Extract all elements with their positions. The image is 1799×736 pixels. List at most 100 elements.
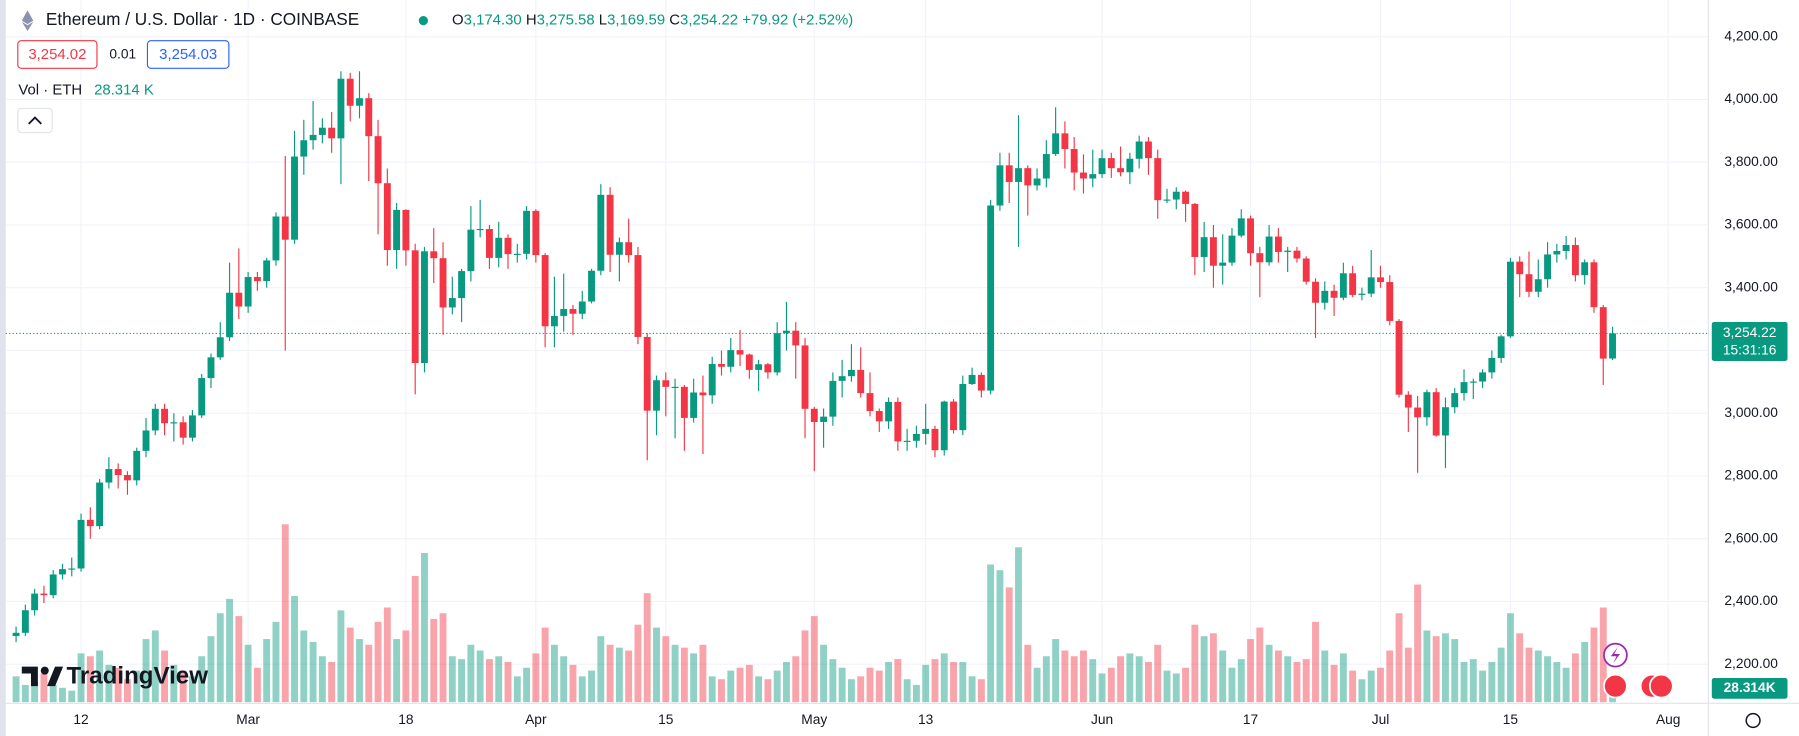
ask-price[interactable]: 3,254.03 (159, 47, 217, 63)
candle-body (1200, 237, 1208, 257)
candle-body (1469, 381, 1477, 383)
candle-body (1488, 357, 1496, 373)
volume-bar (96, 650, 104, 703)
symbol-title[interactable]: Ethereum / U.S. Dollar · 1D · COINBASE (46, 9, 359, 29)
candle-body (161, 408, 169, 424)
volume-bar (875, 670, 883, 703)
volume-bar (1145, 661, 1152, 703)
volume-bar (1191, 624, 1199, 703)
ohlc-legend: O3,174.30 H3,275.58 L3,169.59 C3,254.22 … (452, 13, 853, 29)
candle-body (1042, 154, 1050, 179)
candle-body (1339, 273, 1347, 298)
candle-body (634, 255, 642, 337)
candle-body (263, 260, 271, 282)
candle-body (1024, 168, 1032, 186)
candle-body (1377, 277, 1384, 283)
candle-body (1209, 237, 1217, 266)
countdown: 15:31:16 (1723, 342, 1777, 357)
candle-body (253, 277, 261, 282)
overlay: 2,200.00 2,400.00 2,600.00 2,800.00 3,000.00… (5, 28, 1788, 727)
candle-body (1571, 245, 1579, 276)
candle-body (977, 374, 985, 391)
candle-body (550, 315, 558, 327)
sell-button[interactable] (17, 40, 98, 69)
settings-icon[interactable] (1745, 712, 1761, 729)
buy-button[interactable] (146, 40, 230, 69)
volume-bar (1460, 661, 1468, 703)
candle-body (653, 380, 660, 411)
candle-body (328, 127, 336, 139)
volume-bar (458, 659, 466, 703)
volume-bar (12, 676, 20, 703)
volume-bar (1182, 667, 1190, 703)
volume-legend-value: 28.314 K (94, 83, 154, 99)
volume-bar (1005, 587, 1013, 703)
candle-body (1228, 235, 1236, 263)
volume-bar (49, 684, 57, 703)
volume-bar (523, 667, 531, 703)
volume-bar (448, 656, 456, 703)
volume-bar (467, 644, 475, 703)
candle-body (1581, 262, 1589, 276)
y-tick-label: 2,800.00 (1724, 468, 1778, 483)
volume-bars (12, 524, 1616, 703)
volume-bar (495, 656, 503, 703)
x-tick-label: Aug (1656, 712, 1680, 727)
flag-icon[interactable] (1648, 673, 1674, 699)
candle-body (940, 401, 948, 451)
volume-bar (1442, 633, 1449, 703)
candle-body (820, 416, 828, 422)
volume-bar (801, 630, 809, 703)
y-tick-label: 2,400.00 (1724, 593, 1778, 608)
volume-bar (1256, 627, 1264, 703)
lightning (1610, 647, 1621, 664)
volume-bar (1395, 613, 1403, 703)
candle-body (337, 78, 345, 139)
volume-bar (1070, 656, 1078, 703)
volume-bar (356, 639, 363, 703)
volume-bar (253, 667, 261, 703)
volume-bar (996, 570, 1004, 703)
logo-text[interactable]: TradingView (67, 662, 209, 689)
candle-body (402, 209, 410, 251)
candle-body (606, 194, 614, 255)
candle-body (383, 183, 391, 251)
candle-body (1525, 274, 1533, 292)
volume-bar (59, 687, 66, 703)
volume-bar (885, 661, 892, 703)
volume-tag (1711, 678, 1788, 699)
candle-body (625, 242, 633, 256)
volume-bar (244, 644, 252, 703)
candle-body (1293, 250, 1301, 259)
volume-bar (383, 607, 391, 703)
candle-body (374, 136, 382, 184)
volume-bar (1163, 670, 1171, 703)
volume-bar (1590, 627, 1598, 703)
candle-body (708, 363, 716, 396)
volume-bar (820, 644, 828, 703)
volume-bar (773, 670, 781, 703)
bid-price[interactable]: 3,254.02 (28, 47, 86, 63)
flag-icon[interactable] (1603, 673, 1628, 699)
candle-body (105, 469, 113, 483)
volume-bar (1544, 656, 1552, 703)
collapse-button[interactable] (17, 107, 53, 134)
volume-bar (207, 636, 215, 703)
spread: 0.01 (109, 47, 136, 62)
volume-bar (430, 618, 438, 703)
candle-body (588, 270, 595, 302)
volume-bar (318, 656, 326, 703)
volume-bar (847, 679, 855, 703)
candle-body (411, 250, 419, 363)
candle-body (922, 428, 930, 434)
volume-bar (1154, 644, 1162, 703)
candle-body (188, 415, 196, 438)
volume-bar (736, 667, 744, 703)
market-status[interactable] (418, 16, 428, 26)
candle-body (244, 277, 252, 307)
candle-body (421, 251, 428, 363)
candle-body (393, 209, 401, 251)
volume-bar (291, 596, 298, 703)
grid (5, 0, 1709, 703)
